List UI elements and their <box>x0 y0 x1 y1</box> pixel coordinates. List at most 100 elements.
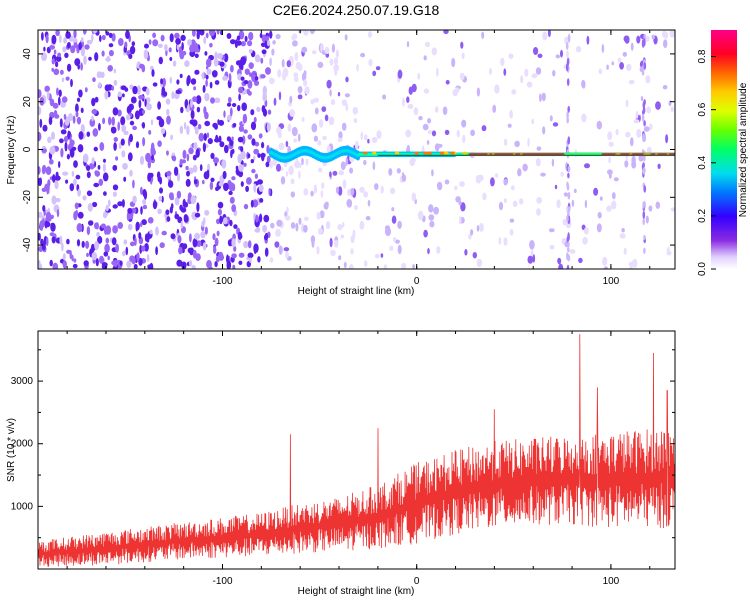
heatmap-noise-cell <box>240 76 245 81</box>
heatmap-noise-cell <box>464 249 468 256</box>
heatmap-noise-cell <box>196 202 200 212</box>
heatmap-noise-cell <box>166 115 171 125</box>
heatmap-noise-cell <box>311 123 318 133</box>
heatmap-noise-cell <box>113 142 117 151</box>
heatmap-noise-cell <box>454 185 458 191</box>
heatmap-noise-cell <box>232 123 237 127</box>
heatmap-noise-cell <box>383 264 388 269</box>
heatmap-noise-cell <box>425 41 430 48</box>
heatmap-noise-cell <box>461 52 465 59</box>
heatmap-noise-cell <box>532 254 536 263</box>
heatmap-noise-cell <box>253 155 256 161</box>
heatmap-streak-cell <box>566 215 569 222</box>
heatmap-noise-cell <box>320 190 324 198</box>
heatmap-noise-cell <box>182 198 186 208</box>
heatmap-noise-cell <box>231 136 234 141</box>
heatmap-noise-cell <box>316 245 320 255</box>
heatmap-noise-cell <box>223 217 228 225</box>
heatmap-noise-cell <box>136 252 140 262</box>
heatmap-noise-cell <box>227 114 232 121</box>
heatmap-noise-cell <box>372 161 376 171</box>
heatmap-noise-cell <box>287 123 292 132</box>
heatmap-streak-cell <box>567 105 570 113</box>
heatmap-noise-cell <box>63 113 67 120</box>
heatmap-noise-cell <box>111 237 117 246</box>
heatmap-noise-cell <box>91 252 98 261</box>
heatmap-noise-cell <box>99 35 102 42</box>
heatmap-noise-cell <box>246 177 252 185</box>
heatmap-signal-core <box>671 153 675 156</box>
heatmap-noise-cell <box>58 161 61 168</box>
heatmap-noise-cell <box>643 126 650 132</box>
heatmap-noise-cell <box>623 247 627 255</box>
heatmap-noise-cell <box>533 47 539 55</box>
heatmap-noise-cell <box>269 160 274 169</box>
heatmap-noise-cell <box>87 202 93 212</box>
heatmap-noise-cell <box>112 225 118 234</box>
heatmap-noise-cell <box>121 199 125 208</box>
heatmap-noise-cell <box>260 57 264 64</box>
heatmap-noise-cell <box>651 34 656 40</box>
heatmap-noise-cell <box>140 206 143 215</box>
heatmap-noise-cell <box>375 66 381 71</box>
heatmap-noise-cell <box>107 199 111 207</box>
heatmap-noise-cell <box>278 142 285 151</box>
heatmap-noise-cell <box>112 191 117 197</box>
heatmap-noise-cell <box>127 152 133 162</box>
snr-xtick-label: 0 <box>414 576 420 587</box>
heatmap-noise-cell <box>62 171 69 176</box>
heatmap-noise-cell <box>229 107 233 117</box>
heatmap-ylabel: Frequency (Hz) <box>6 116 17 185</box>
heatmap-noise-cell <box>548 228 555 233</box>
heatmap-noise-cell <box>81 240 85 248</box>
heatmap-noise-cell <box>178 46 182 56</box>
heatmap-noise-cell <box>191 264 196 269</box>
heatmap-noise-cell <box>84 44 90 50</box>
heatmap-noise-cell <box>110 126 117 134</box>
heatmap-noise-cell <box>190 195 197 205</box>
heatmap-noise-cell <box>374 183 379 191</box>
heatmap-streak-cell <box>642 133 645 143</box>
heatmap-noise-cell <box>254 76 259 81</box>
heatmap-noise-cell <box>139 63 145 69</box>
heatmap-noise-cell <box>481 125 487 132</box>
heatmap-noise-cell <box>663 31 669 39</box>
heatmap-noise-cell <box>657 163 661 169</box>
heatmap-noise-cell <box>118 142 122 150</box>
heatmap-noise-cell <box>247 91 252 96</box>
heatmap-noise-cell <box>84 87 88 93</box>
colorbar-gradient <box>711 30 737 269</box>
heatmap-noise-cell <box>134 236 137 246</box>
heatmap-noise-cell <box>217 52 223 60</box>
heatmap-noise-cell <box>94 96 99 103</box>
heatmap-noise-cell <box>248 31 254 41</box>
heatmap-noise-cell <box>217 208 222 216</box>
heatmap-noise-cell <box>94 170 101 177</box>
heatmap-noise-cell <box>63 135 69 143</box>
heatmap-noise-cell <box>247 80 253 89</box>
heatmap-noise-cell <box>158 195 163 202</box>
heatmap-noise-cell <box>131 207 137 214</box>
heatmap-noise-cell <box>368 59 373 67</box>
heatmap-noise-cell <box>199 164 203 172</box>
heatmap-noise-cell <box>314 107 319 115</box>
heatmap-noise-cell <box>203 36 207 45</box>
heatmap-noise-cell <box>45 166 52 176</box>
heatmap-noise-cell <box>423 229 428 238</box>
heatmap-noise-cell <box>196 106 201 113</box>
heatmap-noise-cell <box>159 242 165 249</box>
heatmap-noise-cell <box>214 261 218 268</box>
heatmap-noise-cell <box>322 135 327 141</box>
heatmap-noise-cell <box>105 237 110 244</box>
heatmap-noise-cell <box>309 30 315 35</box>
heatmap-noise-cell <box>179 73 183 79</box>
heatmap-noise-cell <box>335 186 339 194</box>
heatmap-streak-cell <box>566 111 569 120</box>
heatmap-noise-cell <box>360 131 364 141</box>
heatmap-noise-cell <box>524 68 529 77</box>
snr-ytick-label: 2000 <box>11 439 34 450</box>
heatmap-noise-cell <box>97 235 103 244</box>
heatmap-noise-cell <box>328 116 335 126</box>
heatmap-noise-cell <box>318 167 323 173</box>
heatmap-noise-cell <box>108 116 112 126</box>
